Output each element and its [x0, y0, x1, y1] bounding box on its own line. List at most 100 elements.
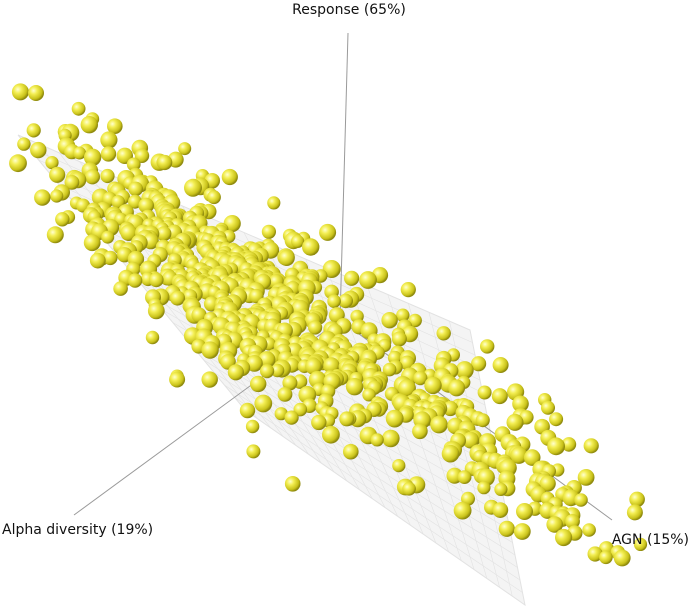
scatter-point	[555, 528, 573, 547]
scatter-point	[120, 224, 137, 241]
scatter-point	[441, 444, 460, 463]
scatter-point	[453, 501, 472, 520]
scatter-point	[492, 357, 509, 373]
scatter-point	[147, 302, 165, 320]
scatter-point	[583, 438, 599, 454]
scatter-point	[250, 375, 267, 393]
scatter-point	[126, 157, 141, 172]
scatter-point	[382, 362, 397, 377]
scatter-point	[34, 189, 51, 206]
scatter-point	[107, 118, 123, 134]
scatter-point	[523, 449, 541, 466]
scatter-point	[322, 260, 341, 278]
scatter-point	[480, 339, 495, 354]
y-axis-label: AGN (15%)	[612, 532, 689, 548]
scatter-point	[103, 250, 118, 266]
scatter-point	[55, 212, 70, 227]
scatter-point	[399, 355, 415, 371]
scatter-point	[127, 273, 143, 288]
scatter-point	[169, 371, 186, 388]
scatter-point	[338, 293, 354, 309]
scatter-point	[577, 469, 595, 486]
scatter-point	[506, 413, 524, 431]
plane-grid-line	[203, 359, 516, 556]
scatter-point	[516, 503, 533, 520]
scatter-point	[83, 234, 101, 252]
scatter-point	[547, 437, 565, 456]
scatter-point	[284, 476, 301, 492]
scatter-point	[322, 425, 340, 444]
scatter-point	[549, 412, 564, 427]
scatter-point	[274, 407, 288, 421]
scatter-point	[574, 493, 588, 507]
scatter-point	[156, 226, 172, 242]
scatter-point	[302, 238, 320, 256]
scatter-point	[26, 123, 41, 138]
scatter-point	[448, 379, 466, 397]
scatter-point	[80, 116, 99, 134]
scatter-point	[381, 312, 398, 329]
scatter-point	[260, 364, 275, 379]
scatter-point	[492, 502, 509, 518]
scatter-point	[207, 190, 221, 205]
scatter-point	[442, 400, 459, 417]
scatter-point	[111, 195, 125, 209]
plane-grid-line	[224, 384, 521, 581]
scatter-point	[9, 154, 27, 173]
scatter-point	[475, 413, 490, 428]
scatter-point	[629, 491, 645, 508]
scatter-point	[170, 290, 185, 306]
scatter-point	[633, 537, 648, 552]
scatter-point	[311, 414, 327, 431]
scatter-point	[391, 331, 407, 347]
scatter-point	[513, 523, 531, 540]
scatter-point	[83, 148, 102, 166]
scatter-point	[284, 410, 299, 425]
scatter-point	[178, 142, 192, 156]
scatter-point	[582, 523, 596, 537]
scatter-point	[430, 415, 448, 434]
scatter-point	[424, 376, 442, 395]
scatter-point	[100, 168, 115, 184]
scatter-point	[345, 378, 364, 396]
scatter-point	[392, 459, 406, 473]
scatter-point	[64, 175, 80, 190]
scatter-point	[541, 400, 555, 415]
scatter-point	[561, 437, 577, 452]
scatter-point	[89, 252, 106, 269]
scatter-point	[45, 156, 59, 170]
x-axis-label: Alpha diversity (19%)	[2, 522, 153, 538]
scatter-point	[113, 281, 128, 296]
scatter-point	[344, 270, 360, 286]
scatter-point	[412, 423, 428, 440]
scatter-point	[184, 178, 202, 197]
scatter-point	[28, 85, 44, 101]
scatter-point	[436, 326, 451, 341]
scatter-point	[245, 419, 260, 434]
scatter-point	[100, 146, 117, 162]
scatter-point	[565, 514, 580, 529]
scatter-point	[382, 429, 400, 448]
scatter-point	[471, 356, 487, 372]
z-axis-label: Response (65%)	[292, 2, 406, 18]
scatter-point	[413, 371, 428, 386]
scatter-point	[362, 388, 376, 402]
scatter-point	[138, 197, 154, 214]
scatter-point	[305, 358, 322, 375]
scatter-point	[457, 470, 472, 484]
scatter-point	[267, 196, 281, 210]
scatter-point	[101, 230, 115, 244]
scatter-point	[191, 307, 207, 323]
scatter-point	[477, 385, 492, 400]
scatter-point	[277, 387, 293, 402]
scatter-point	[291, 234, 305, 248]
scatter-point	[546, 516, 563, 533]
scatter-points	[9, 83, 648, 567]
scatter-point	[246, 355, 263, 372]
scatter-point	[239, 402, 256, 419]
scatter-point	[385, 409, 404, 428]
scatter-point	[30, 141, 47, 159]
scatter-point	[278, 249, 295, 266]
scatter-point	[512, 395, 529, 413]
scatter-point	[613, 549, 631, 567]
